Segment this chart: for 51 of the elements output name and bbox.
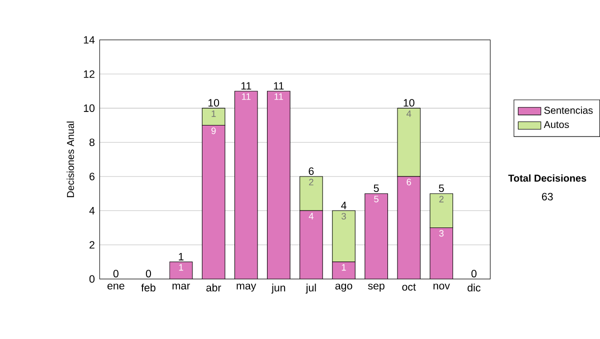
data-label: 3 [439, 230, 444, 237]
total-label: 0 [113, 270, 118, 278]
x-tick-label: abr [206, 284, 222, 292]
legend-label: Autos [544, 121, 569, 128]
total-label: 10 [404, 99, 414, 107]
x-tick-label: oct [402, 284, 416, 291]
x-tick-label: may [236, 284, 256, 292]
total-label: 1 [178, 253, 184, 260]
x-tick-label: ago [335, 284, 352, 292]
total-label: 5 [374, 184, 379, 192]
x-tick-label: dic [468, 284, 480, 292]
x-tick-label: jun [271, 284, 286, 294]
y-tick-label: 6 [90, 172, 94, 180]
data-label: 2 [439, 196, 444, 202]
x-tick-label: nov [434, 284, 450, 290]
x-tick-label: jul [306, 284, 316, 294]
y-tick-label: 10 [84, 104, 95, 112]
text: 63 [542, 192, 553, 200]
y-tick-label: 2 [90, 241, 94, 249]
y-tick-label: 0 [89, 275, 95, 283]
y-tick-label: 8 [90, 138, 94, 146]
data-label: 11 [242, 93, 250, 100]
x-tick-label: sep [368, 284, 384, 292]
y-tick-label: 14 [84, 36, 95, 44]
total-label: 11 [274, 82, 284, 90]
data-label: 4 [308, 213, 314, 220]
data-label: 1 [212, 110, 216, 117]
data-label: 5 [374, 196, 379, 202]
y-tick-label: 12 [84, 70, 94, 78]
data-label: 3 [342, 213, 346, 220]
data-label: 1 [342, 264, 346, 271]
total-label: 11 [241, 82, 252, 90]
total-label: 0 [471, 270, 477, 278]
data-label: 6 [406, 178, 412, 186]
y-tick-label: 4 [89, 207, 95, 214]
total-label: 0 [146, 270, 152, 278]
x-tick-label: mar [172, 284, 190, 290]
legend-label: Sentencias [544, 106, 593, 114]
total-label: 10 [208, 99, 220, 107]
x-tick-label: feb [141, 284, 156, 292]
data-label: 9 [211, 128, 216, 134]
data-label: 2 [309, 178, 314, 186]
data-label: 1 [179, 264, 184, 271]
total-label: 5 [438, 184, 444, 192]
data-label: 4 [406, 110, 412, 117]
total-label: 6 [308, 168, 314, 176]
text: Total Decisiones [508, 174, 586, 182]
x-tick-label: ene [108, 284, 124, 290]
data-label: 11 [274, 93, 284, 100]
y-axis-title: Decisiones Anual [66, 122, 74, 198]
total-label: 4 [341, 202, 346, 210]
